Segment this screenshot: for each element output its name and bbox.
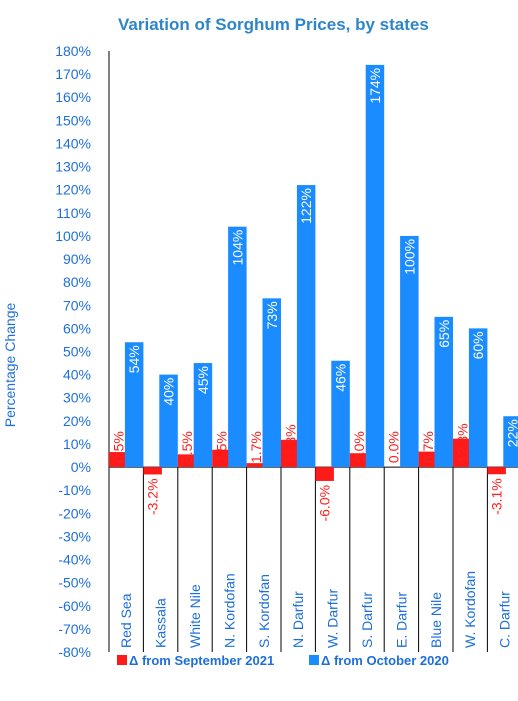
data-label-sept-2021: -3.2%: [145, 478, 161, 515]
category-label: C. Darfur: [497, 591, 513, 648]
y-tick-label: 150%: [55, 112, 91, 128]
y-tick-label: 160%: [55, 89, 91, 105]
category-label: Kassala: [153, 598, 169, 648]
bar-oct-2020: [228, 226, 247, 468]
y-tick-label: -10%: [58, 482, 91, 498]
bar-sept-2021: [281, 439, 300, 468]
bar-sept-2021: [177, 454, 197, 468]
y-tick-label: 60%: [63, 320, 91, 336]
legend-swatch-october-2020: [309, 655, 319, 665]
y-tick-label: 40%: [63, 367, 91, 383]
y-tick-label: 140%: [55, 135, 91, 151]
legend-swatch-september-2021: [117, 655, 127, 665]
y-tick-label: 0%: [71, 459, 91, 475]
y-tick-label: -30%: [58, 528, 91, 544]
bar-oct-2020: [365, 64, 385, 468]
y-tick-label: -40%: [58, 552, 91, 568]
category-labels: Red Sea Kassala White Nile N. Kordofan S. Ko…: [118, 571, 513, 648]
data-label-oct-2020: 54%: [126, 345, 142, 373]
category-label: N. Kordofan: [221, 573, 237, 648]
category-label: White Nile: [187, 584, 203, 648]
bar-sept-2021: [453, 438, 472, 468]
data-label-oct-2020: 22%: [505, 419, 518, 447]
y-tick-label: 180%: [55, 43, 91, 59]
y-tick-label: 120%: [55, 182, 91, 198]
y-tick-label: 100%: [55, 228, 91, 244]
data-label-sept-2021: 12.3%: [454, 423, 470, 463]
category-label: S. Darfur: [359, 592, 375, 648]
category-label: W. Kordofan: [462, 571, 478, 648]
chart-title: Variation of Sorghum Prices, by states: [118, 15, 429, 34]
y-tick-label: -70%: [58, 621, 91, 637]
bar-sept-2021: [143, 467, 162, 475]
data-label-oct-2020: 46%: [333, 364, 349, 392]
y-tick-label: 110%: [56, 205, 91, 221]
legend-label-september-2021: Δ from September 2021: [129, 653, 274, 668]
data-label-oct-2020: 73%: [264, 301, 280, 329]
category-label: W. Darfur: [325, 589, 341, 648]
data-label-oct-2020: 122%: [298, 188, 314, 224]
y-tick-labels: -80% -70% -60% -50% -40% -30% -20% -10% 0% 10% 20%…: [55, 43, 91, 660]
data-label-oct-2020: 45%: [195, 366, 211, 394]
y-tick-label: 170%: [55, 66, 91, 82]
data-label-sept-2021: 0.0%: [385, 431, 401, 463]
data-label-oct-2020: 40%: [161, 378, 177, 406]
category-label: E. Darfur: [393, 592, 409, 648]
legend: Δ from September 2021 Δ from October 202…: [117, 653, 449, 668]
bar-oct-2020: [468, 328, 488, 468]
bar-sept-2021: [109, 452, 128, 468]
category-label: S. Kordofan: [256, 574, 272, 648]
data-label-sept-2021: 6.0%: [351, 431, 367, 463]
y-tick-label: 130%: [55, 159, 91, 175]
data-label-sept-2021: -6.0%: [317, 485, 333, 522]
bar-sept-2021: [246, 463, 266, 468]
bars-layer: [109, 64, 518, 481]
y-axis-label: Percentage Change: [2, 303, 18, 428]
data-label-oct-2020: 104%: [229, 230, 245, 266]
data-labels-layer: 6.5% 54% -3.2% 40% 5.5% 45% 7.5% 104% 1.7% 73% 11.…: [110, 68, 518, 522]
y-tick-label: 50%: [63, 344, 91, 360]
bar-sept-2021: [349, 453, 369, 468]
data-label-oct-2020: 174%: [367, 68, 383, 104]
data-label-oct-2020: 100%: [401, 239, 417, 275]
bar-oct-2020: [124, 342, 144, 468]
data-label-sept-2021: 7.5%: [213, 431, 229, 463]
data-label-sept-2021: 1.7%: [248, 431, 264, 463]
y-tick-label: -80%: [58, 644, 91, 660]
category-label: Red Sea: [118, 593, 134, 648]
bar-sept-2021: [487, 467, 506, 475]
y-tick-label: 70%: [63, 297, 91, 313]
bar-oct-2020: [503, 416, 518, 468]
y-tick-label: 10%: [63, 436, 91, 452]
y-tick-label: 80%: [63, 274, 91, 290]
y-tick-label: -50%: [58, 575, 91, 591]
data-label-sept-2021: 11.8%: [282, 424, 298, 463]
data-label-sept-2021: 6.7%: [420, 431, 436, 463]
y-tick-label: -20%: [58, 505, 91, 521]
bar-oct-2020: [262, 298, 281, 468]
bar-oct-2020: [434, 316, 453, 468]
legend-label-october-2020: Δ from October 2020: [321, 653, 449, 668]
y-tick-label: 20%: [63, 413, 91, 429]
category-label: Blue Nile: [428, 592, 444, 648]
bar-oct-2020: [400, 235, 419, 468]
bar-oct-2020: [331, 360, 350, 468]
data-label-sept-2021: -3.1%: [489, 478, 505, 515]
data-label-oct-2020: 60%: [470, 331, 486, 359]
bar-oct-2020: [159, 374, 178, 468]
data-label-sept-2021: 5.5%: [179, 431, 195, 463]
y-tick-label: 30%: [63, 390, 91, 406]
category-label: N. Darfur: [290, 591, 306, 648]
data-label-sept-2021: 6.5%: [110, 431, 126, 463]
data-label-oct-2020: 65%: [436, 320, 452, 348]
bar-sept-2021: [212, 449, 231, 468]
bar-oct-2020: [193, 363, 213, 468]
y-tick-label: 90%: [63, 251, 91, 267]
bar-oct-2020: [296, 185, 316, 468]
bar-sept-2021: [315, 467, 334, 481]
y-tick-label: -60%: [58, 598, 91, 614]
bar-sept-2021: [418, 451, 438, 468]
